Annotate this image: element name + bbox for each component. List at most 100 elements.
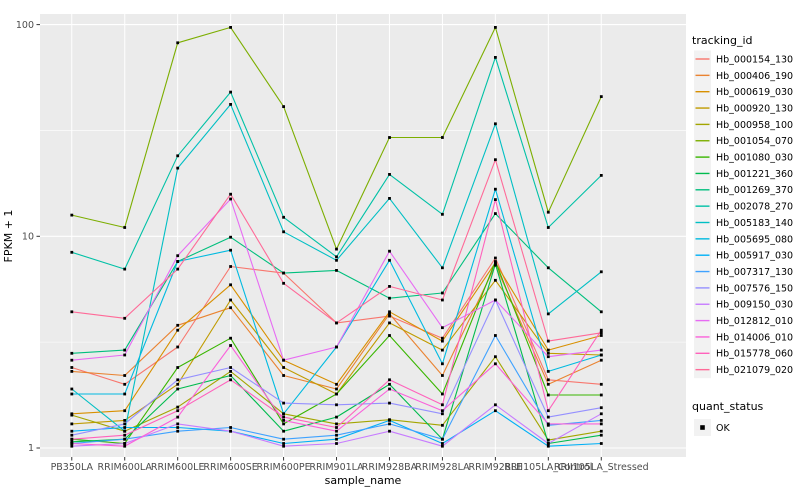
legend-item: Hb_007317_130 — [694, 263, 793, 281]
data-point — [176, 429, 180, 433]
data-point — [441, 291, 444, 295]
y-tick-label: 100 — [16, 20, 34, 31]
data-point — [176, 422, 180, 426]
data-point — [388, 314, 391, 318]
data-point — [70, 370, 74, 373]
data-point — [123, 353, 127, 357]
data-point — [441, 423, 444, 427]
data-point — [229, 192, 232, 196]
legend-item: Hb_002078_270 — [694, 197, 793, 215]
legend-item-label: Hb_000619_030 — [716, 87, 793, 98]
data-point — [546, 393, 550, 397]
data-point — [282, 444, 285, 448]
x-tick-label: RRII105LA_Control — [504, 462, 592, 473]
data-point — [441, 437, 444, 441]
data-point — [441, 409, 444, 413]
data-point — [494, 362, 497, 366]
data-point — [335, 269, 338, 272]
data-point — [441, 212, 444, 216]
data-point — [494, 298, 497, 302]
legend-item: Hb_005183_140 — [694, 214, 793, 231]
x-tick-label: RRIM600SE — [203, 462, 257, 473]
data-point — [123, 409, 127, 413]
data-point — [123, 422, 127, 426]
legend-item-label: Hb_000958_100 — [716, 120, 793, 131]
data-point — [494, 355, 497, 359]
legend-item: Hb_009150_030 — [694, 295, 793, 313]
legend-item: Hb_001269_370 — [694, 181, 793, 199]
data-point — [176, 415, 180, 419]
data-point — [494, 158, 497, 162]
data-point — [599, 429, 603, 433]
data-point — [176, 328, 180, 332]
data-point — [494, 334, 497, 337]
data-point — [599, 348, 603, 352]
data-point — [494, 212, 497, 215]
data-point — [282, 415, 285, 419]
data-point — [546, 351, 550, 355]
data-point — [441, 412, 444, 416]
legend-item-label: Hb_000920_130 — [716, 103, 793, 114]
data-point — [176, 366, 180, 369]
legend-item-label: Hb_005917_030 — [716, 251, 793, 262]
data-point — [546, 382, 550, 386]
data-point — [494, 122, 497, 126]
panel-background — [40, 14, 686, 457]
data-point — [229, 429, 232, 433]
data-point — [335, 422, 338, 426]
data-point — [123, 426, 127, 429]
data-point — [176, 154, 180, 158]
data-point — [229, 197, 232, 201]
data-point — [70, 392, 74, 396]
data-point — [546, 266, 550, 270]
data-point — [282, 366, 285, 369]
data-point — [388, 334, 391, 337]
data-point — [176, 260, 180, 263]
data-point — [229, 298, 232, 302]
data-point — [70, 433, 74, 437]
x-tick-label: RRIM928BA — [362, 462, 418, 473]
x-tick-label: RRII105LA_Stressed — [554, 462, 649, 473]
legend-item: Hb_005917_030 — [694, 246, 793, 264]
data-point — [123, 267, 127, 271]
data-point — [123, 374, 127, 377]
data-point — [388, 387, 391, 391]
data-point — [546, 409, 550, 413]
data-point — [599, 382, 603, 386]
data-point — [546, 226, 550, 229]
data-point — [70, 437, 74, 441]
axis-ticks-and-labels: 1 10 100 PB350LA RRIM600LARRIM600LERRIM600SE… — [16, 20, 649, 473]
data-point — [335, 403, 338, 407]
legend-item: Hb_001221_360 — [694, 164, 793, 182]
data-point — [335, 258, 338, 262]
data-point — [70, 213, 74, 217]
data-point — [282, 429, 285, 433]
legend-item-label: Hb_007317_130 — [716, 267, 793, 278]
data-point — [70, 422, 74, 426]
data-point — [388, 312, 391, 316]
data-point — [388, 296, 391, 300]
data-point — [229, 90, 232, 94]
legend-item-label: Hb_001269_370 — [716, 185, 793, 196]
data-point — [441, 136, 444, 139]
legend-item: Hb_000406_190 — [694, 66, 793, 84]
data-point — [176, 382, 180, 386]
data-point — [282, 105, 285, 108]
data-point — [388, 378, 391, 382]
data-point — [176, 345, 180, 349]
data-point — [494, 256, 497, 260]
data-point — [599, 412, 603, 416]
legend-item-label: Hb_007576_150 — [716, 283, 793, 294]
data-point — [599, 310, 603, 314]
data-point — [70, 250, 74, 254]
data-point — [441, 326, 444, 330]
data-point — [335, 321, 338, 325]
legend-item: Hb_001054_070 — [694, 132, 793, 150]
data-point — [441, 298, 444, 302]
data-point — [494, 403, 497, 407]
legend-item: Hb_021079_020 — [694, 361, 793, 379]
x-tick-label: RRIM901LA — [309, 462, 364, 473]
data-point — [441, 362, 444, 366]
